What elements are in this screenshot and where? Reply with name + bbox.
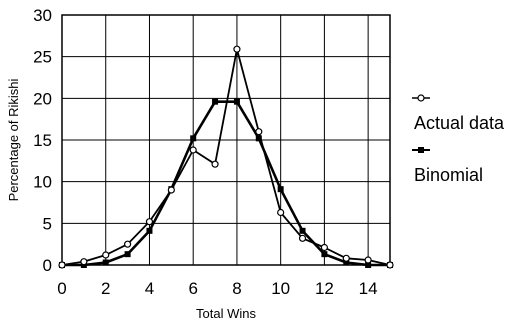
y-tick-label: 30: [33, 6, 52, 25]
x-axis-label: Total Wins: [196, 306, 256, 321]
x-tick-label: 8: [232, 279, 241, 298]
y-tick-label: 10: [33, 173, 52, 192]
series-line: [62, 100, 390, 267]
data-point: [299, 227, 306, 234]
legend-symbol: [417, 94, 425, 102]
plot-frame: [61, 14, 391, 266]
y-tick-label: 5: [43, 214, 52, 233]
legend: Actual data Binomial: [412, 94, 505, 185]
series-line: [61, 48, 391, 266]
data-point: [211, 160, 219, 168]
data-point: [124, 251, 131, 258]
x-tick-labels: 0 2 4 6 8 10 12 14: [57, 279, 377, 298]
x-tick-label: 2: [101, 279, 110, 298]
x-tick-label: 4: [145, 279, 154, 298]
legend-marker-actual: [412, 94, 430, 102]
y-tick-label: 20: [33, 89, 52, 108]
x-tick-label: 6: [188, 279, 197, 298]
data-point: [189, 146, 197, 154]
y-tick-label: 15: [33, 131, 52, 150]
data-point: [233, 45, 241, 53]
data-point: [80, 258, 88, 266]
x-tick-label: 0: [57, 279, 66, 298]
series-binomial: [59, 98, 393, 268]
data-point: [320, 243, 328, 252]
data-point: [321, 251, 328, 258]
x-tick-label: 12: [315, 279, 334, 298]
x-tick-label: 10: [271, 279, 290, 298]
legend-symbol: [418, 147, 424, 153]
data-point: [102, 251, 110, 259]
data-point: [364, 256, 372, 264]
data-point: [277, 186, 284, 193]
data-point: [146, 227, 153, 234]
series-actual-data: [58, 45, 394, 269]
data-point: [190, 135, 197, 142]
data-point: [255, 135, 262, 142]
data-point: [255, 128, 263, 136]
data-point: [212, 98, 219, 105]
data-point: [343, 259, 350, 266]
legend-label-actual: Actual data: [414, 113, 505, 133]
data-point: [386, 261, 394, 269]
data-point: [233, 98, 240, 105]
legend-item-binomial: Binomial: [412, 147, 483, 185]
data-point: [167, 186, 175, 194]
data-point: [58, 261, 66, 269]
data-point: [342, 254, 350, 262]
legend-label-binomial: Binomial: [414, 165, 483, 185]
y-tick-label: 0: [43, 256, 52, 275]
legend-marker-binomial: [412, 147, 430, 153]
legend-item-actual: Actual data: [412, 94, 505, 133]
y-axis-label: Percentage of Rikishi: [6, 78, 21, 201]
data-point: [145, 218, 154, 226]
y-tick-label: 25: [33, 48, 52, 67]
data-point: [123, 240, 132, 248]
grid: [61, 14, 390, 266]
y-tick-labels: 0 5 10 15 20 25 30: [33, 6, 52, 275]
data-point: [298, 234, 307, 242]
data-point: [102, 259, 109, 266]
series-layer: [58, 45, 394, 269]
data-point: [277, 208, 285, 217]
data-point: [365, 262, 372, 268]
x-tick-label: 14: [359, 279, 378, 298]
